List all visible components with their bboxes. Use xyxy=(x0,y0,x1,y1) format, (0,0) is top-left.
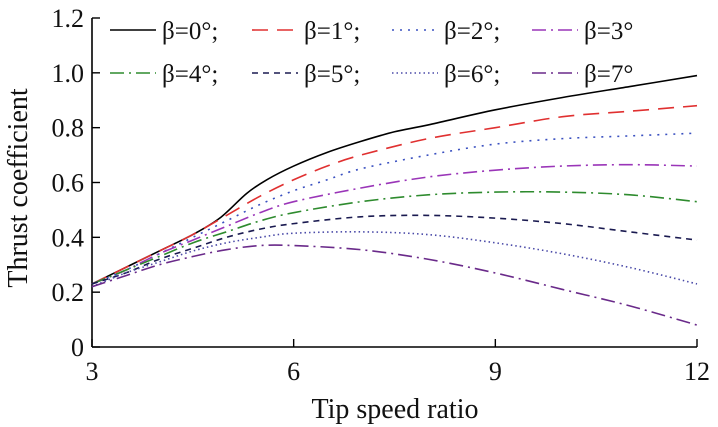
legend-label-3: β=3° xyxy=(584,18,633,45)
legend-label-7: β=7° xyxy=(584,61,633,88)
y-axis-title: Thrust coefficient xyxy=(3,88,34,288)
legend-label-2: β=2°; xyxy=(444,18,500,45)
y-tick-label: 0.4 xyxy=(52,223,85,252)
y-tick-label: 0.8 xyxy=(52,114,85,143)
legend-label-5: β=5°; xyxy=(304,61,360,88)
y-tick-label: 1.0 xyxy=(52,59,85,88)
plot-lines xyxy=(91,74,698,326)
legend-label-0: β=0°; xyxy=(162,18,218,45)
series-line-5 xyxy=(91,214,698,285)
legend-label-6: β=6°; xyxy=(444,61,500,88)
legend-label-4: β=4°; xyxy=(162,61,218,88)
x-tick-label: 3 xyxy=(86,357,99,386)
series-line-2 xyxy=(91,132,698,285)
axes: 3 6 9 12 0 0.2 0.4 0.6 0.8 1.0 1.2 xyxy=(52,4,711,386)
legend-label-1: β=1°; xyxy=(304,18,360,45)
y-tick-label: 0.6 xyxy=(52,169,85,198)
series-line-4 xyxy=(91,190,698,285)
legend: β=0°; β=1°; β=2°; β=3° β=4°; β=5°; β=6°; β=7° xyxy=(110,18,633,88)
series-line-1 xyxy=(91,104,698,285)
series-line-3 xyxy=(91,163,698,285)
x-tick-label: 6 xyxy=(287,357,300,386)
y-tick-label: 0 xyxy=(71,333,84,362)
series-line-7 xyxy=(91,244,698,326)
y-tick-label: 1.2 xyxy=(52,4,85,33)
y-tick-label: 0.2 xyxy=(52,278,85,307)
x-tick-label: 12 xyxy=(684,357,710,386)
x-tick-label: 9 xyxy=(489,357,502,386)
x-axis-title: Tip speed ratio xyxy=(312,394,479,425)
series-line-0 xyxy=(91,74,698,285)
